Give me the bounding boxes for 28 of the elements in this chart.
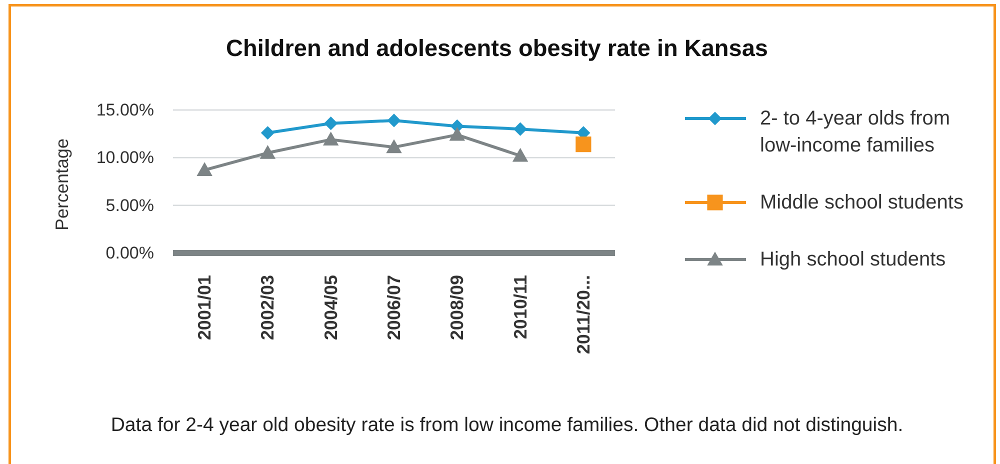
point (196, 162, 212, 176)
y-tick-label: 0.00% (106, 244, 154, 262)
legend-label: Middle school students (760, 192, 964, 214)
x-tick-label: 2011/20... (573, 275, 594, 354)
y-tick-label: 10.00% (96, 148, 154, 168)
x-tick-label: 2010/11 (510, 275, 530, 340)
point (449, 126, 466, 141)
legend-label: High school students (760, 248, 946, 270)
point (513, 122, 528, 136)
point (260, 126, 275, 140)
point (386, 139, 402, 154)
point (387, 114, 401, 128)
x-tick-label: 2006/07 (384, 275, 404, 340)
text: Data for 2-4 year old obesity rate is from low income families. Other data did not distinguish. (110, 414, 904, 436)
x-tick-label: 2004/05 (320, 275, 341, 340)
x-tick-label: 2002/03 (258, 275, 278, 340)
chart-title: Children and adolescents obesity rate in Kansas (226, 35, 768, 61)
y-axis-title: Percentage (52, 138, 72, 231)
x-tick-label: 2008/09 (447, 275, 468, 340)
point (324, 116, 338, 130)
legend-label: 2- to 4-year olds from low-income families (760, 108, 950, 156)
x-tick-label: 2001/01 (194, 275, 215, 340)
point (576, 136, 592, 152)
point (260, 145, 276, 159)
y-tick-label: 15.00% (96, 100, 154, 120)
point (512, 148, 528, 162)
y-tick-label: 5.00% (106, 196, 154, 215)
point (322, 132, 339, 146)
